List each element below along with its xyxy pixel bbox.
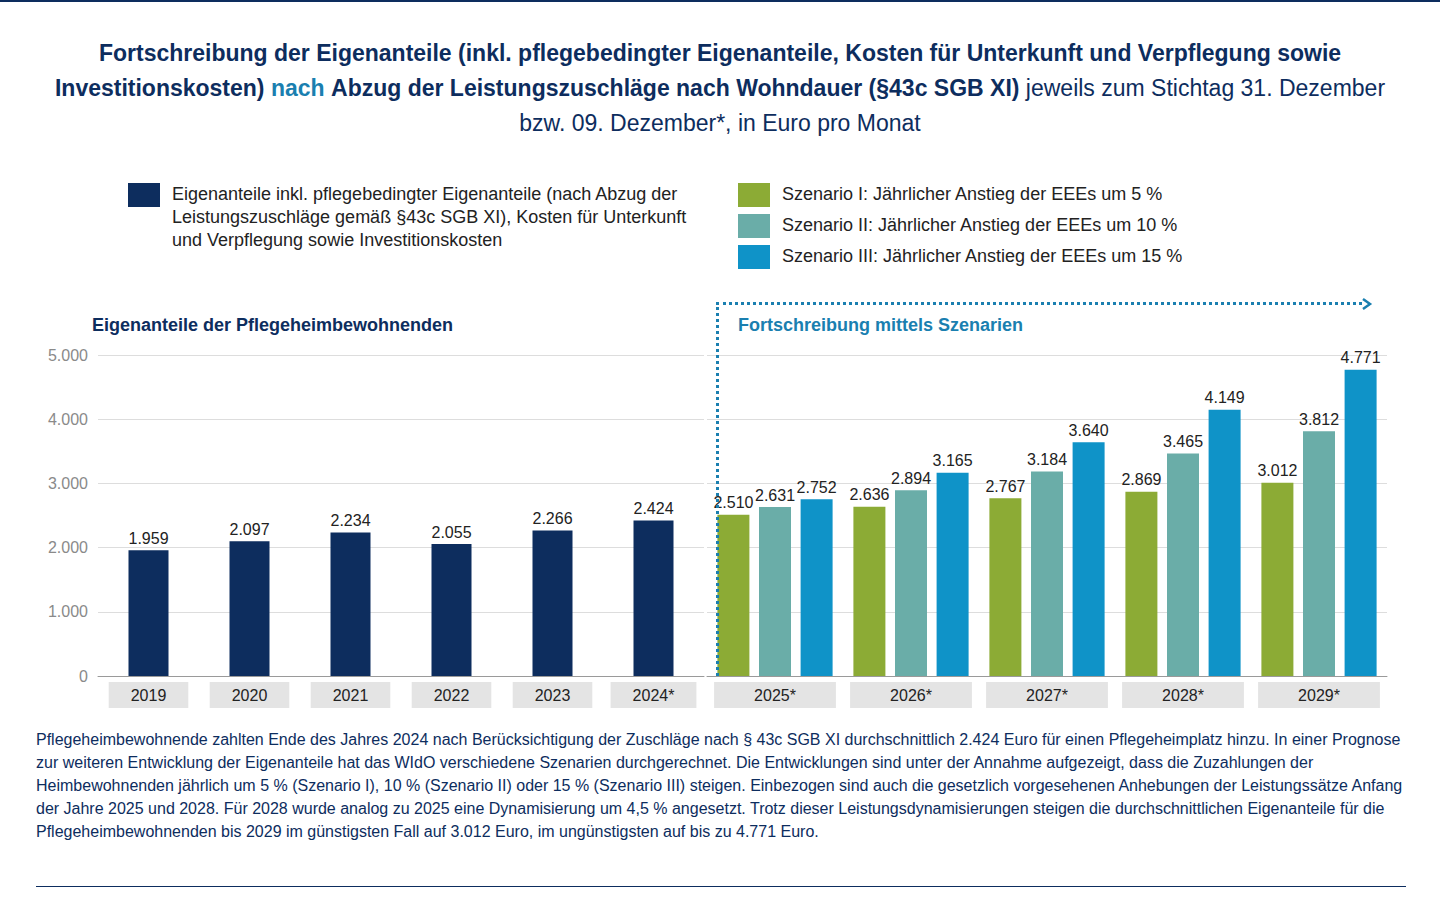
svg-text:2023: 2023 <box>535 687 571 704</box>
svg-text:2.510: 2.510 <box>713 494 753 511</box>
svg-text:2029*: 2029* <box>1298 687 1340 704</box>
svg-text:3.012: 3.012 <box>1257 462 1297 479</box>
svg-text:2019: 2019 <box>131 687 167 704</box>
svg-text:3.000: 3.000 <box>48 475 88 492</box>
svg-text:2021: 2021 <box>333 687 369 704</box>
svg-text:2026*: 2026* <box>890 687 932 704</box>
html-text:Pflegeheimbewohnende zahlten E: Pflegeheimbewohnende zahlten Ende des Ja… <box>36 731 1403 840</box>
svg-text:1.000: 1.000 <box>48 603 88 620</box>
html-text:Eigenanteile der Pflegeheimbew: Eigenanteile der Pflegeheimbewohnenden <box>92 315 454 335</box>
svg-text:3.165: 3.165 <box>933 452 973 469</box>
svg-text:2.000: 2.000 <box>48 539 88 556</box>
html-text:Szenario III: Jährlicher Ansti: Szenario III: Jährlicher Anstieg der EEE… <box>782 246 1183 266</box>
html-text:Eigenanteile inkl. pflegebedin: Eigenanteile inkl. pflegebedingter Eigen… <box>172 184 687 250</box>
svg-text:2022: 2022 <box>434 687 470 704</box>
svg-text:2.424: 2.424 <box>633 500 673 517</box>
svg-text:1.959: 1.959 <box>128 530 168 547</box>
svg-text:0: 0 <box>79 668 88 685</box>
html-text:Szenario II: Jährlicher Anstie: Szenario II: Jährlicher Anstieg der EEEs… <box>782 215 1178 235</box>
svg-text:2.869: 2.869 <box>1121 471 1161 488</box>
svg-text:3.465: 3.465 <box>1163 433 1203 450</box>
svg-text:2.097: 2.097 <box>229 521 269 538</box>
svg-text:2027*: 2027* <box>1026 687 1068 704</box>
svg-text:2.894: 2.894 <box>891 470 931 487</box>
svg-text:2.234: 2.234 <box>330 512 370 529</box>
svg-text:2024*: 2024* <box>633 687 675 704</box>
svg-text:2.636: 2.636 <box>849 486 889 503</box>
html-text:Fortschreibung der Eigenanteil: Fortschreibung der Eigenanteile (inkl. p… <box>54 40 1385 136</box>
svg-text:4.771: 4.771 <box>1341 349 1381 366</box>
svg-text:4.149: 4.149 <box>1205 389 1245 406</box>
svg-text:2028*: 2028* <box>1162 687 1204 704</box>
svg-text:3.184: 3.184 <box>1027 451 1067 468</box>
svg-text:2.631: 2.631 <box>755 487 795 504</box>
svg-text:4.000: 4.000 <box>48 411 88 428</box>
svg-text:2.752: 2.752 <box>797 479 837 496</box>
svg-text:2020: 2020 <box>232 687 268 704</box>
svg-text:3.812: 3.812 <box>1299 411 1339 428</box>
svg-text:5.000: 5.000 <box>48 347 88 364</box>
svg-text:2025*: 2025* <box>754 687 796 704</box>
svg-text:2.767: 2.767 <box>985 478 1025 495</box>
svg-text:2.055: 2.055 <box>431 524 471 541</box>
html-text:Fortschreibung mittels Szenari: Fortschreibung mittels Szenarien <box>738 315 1024 335</box>
svg-text:2.266: 2.266 <box>532 510 572 527</box>
html-text:Szenario I: Jährlicher Anstieg: Szenario I: Jährlicher Anstieg der EEEs … <box>782 184 1163 204</box>
svg-text:3.640: 3.640 <box>1069 422 1109 439</box>
